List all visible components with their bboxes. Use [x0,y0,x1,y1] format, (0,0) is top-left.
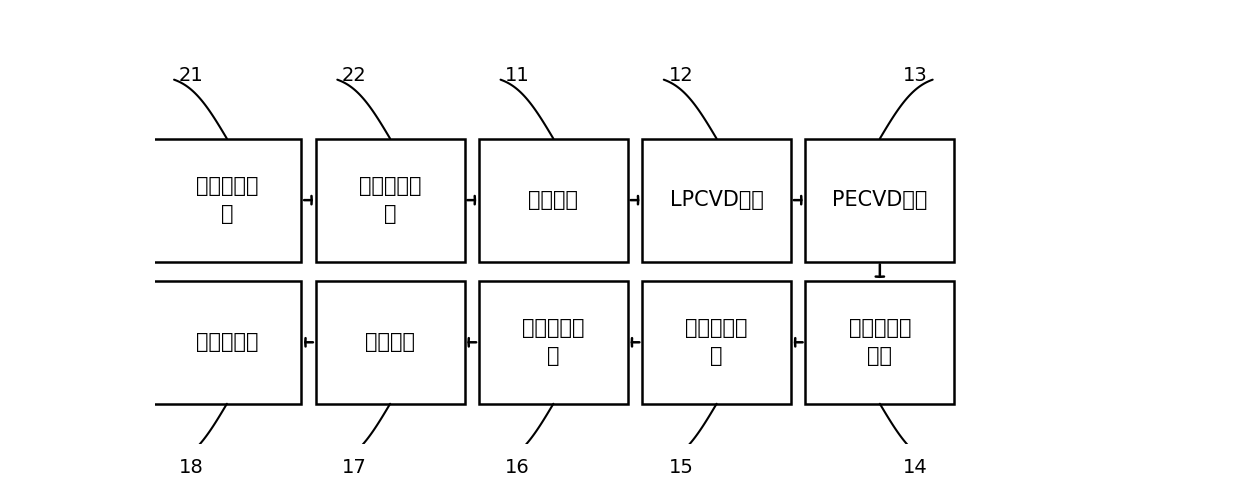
Bar [642,281,790,404]
Text: 21: 21 [178,66,203,85]
Text: 金属化设备: 金属化设备 [196,332,258,352]
Text: 16: 16 [506,458,530,477]
Text: 18: 18 [178,458,203,477]
Text: 氧化设备: 氧化设备 [528,190,579,210]
Bar [152,139,301,261]
Bar [152,281,301,404]
Text: 12: 12 [669,66,694,85]
Bar [316,281,465,404]
Text: 钝化设备: 钝化设备 [366,332,415,352]
Text: 第一刻蚀设
备: 第一刻蚀设 备 [685,318,748,366]
Text: 高温扩散炉
管: 高温扩散炉 管 [196,176,258,224]
Text: LPCVD设备: LPCVD设备 [669,190,763,210]
Bar [642,139,790,261]
Text: 等离子刻蚀
设备: 等离子刻蚀 设备 [849,318,911,366]
Text: 17: 17 [342,458,367,477]
Text: 第二刻蚀设
备: 第二刻蚀设 备 [522,318,585,366]
Bar [316,139,465,261]
Bar [479,281,628,404]
Text: 14: 14 [903,458,928,477]
Text: PECVD设备: PECVD设备 [833,190,928,210]
Text: 22: 22 [342,66,367,85]
Text: 13: 13 [903,66,928,85]
Bar [805,139,954,261]
Bar [479,139,628,261]
Bar [805,281,954,404]
Text: 15: 15 [669,458,694,477]
Text: 11: 11 [506,66,530,85]
Text: 单面刻蚀设
备: 单面刻蚀设 备 [359,176,421,224]
